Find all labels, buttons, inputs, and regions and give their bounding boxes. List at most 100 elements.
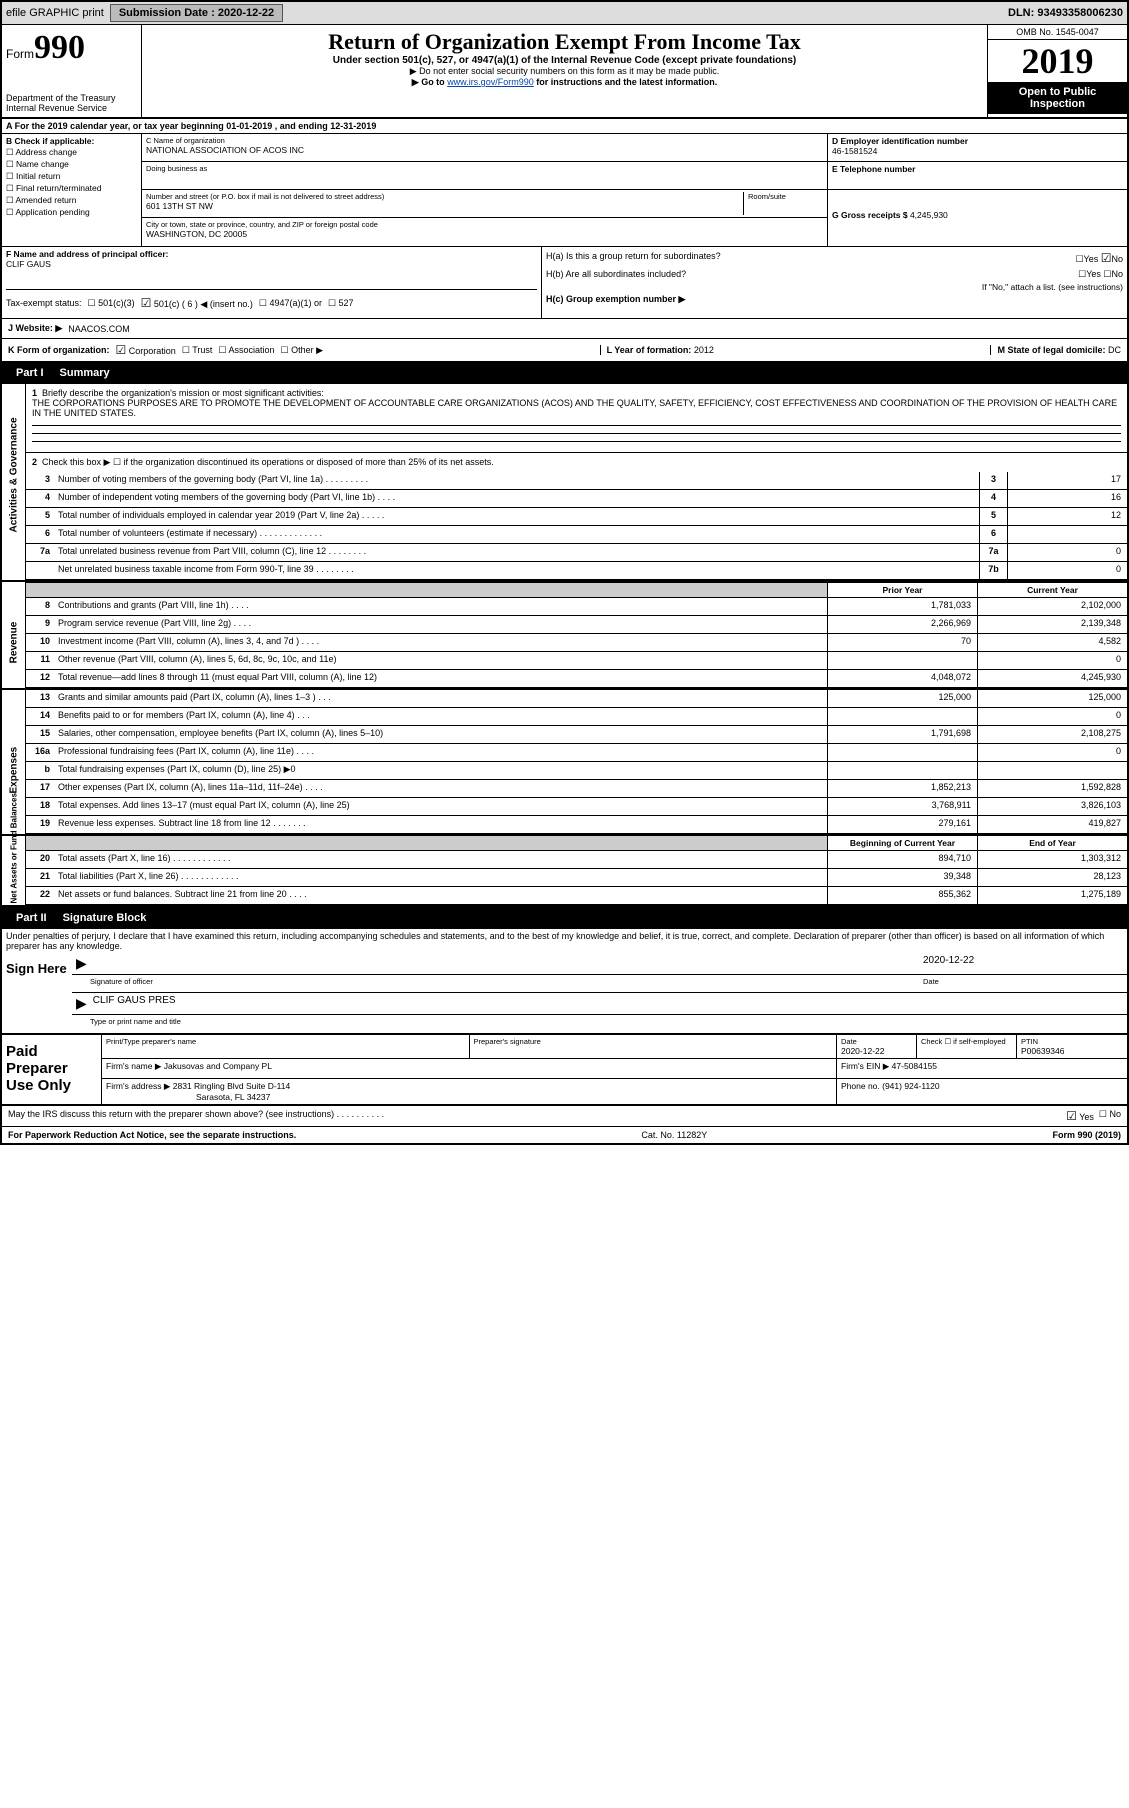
tax-year: 2019 (988, 40, 1127, 82)
fin-row: 19Revenue less expenses. Subtract line 1… (26, 816, 1127, 834)
section-net-assets: Net Assets or Fund Balances Beginning of… (2, 836, 1127, 907)
omb-number: OMB No. 1545-0047 (988, 25, 1127, 40)
gross-receipts: 4,245,930 (910, 210, 948, 220)
dept-treasury: Department of the Treasury (6, 93, 137, 103)
summary-row: 6Total number of volunteers (estimate if… (26, 526, 1127, 544)
subtitle-3: ▶ Go to www.irs.gov/Form990 for instruct… (148, 77, 981, 88)
prior-year-hdr: Prior Year (827, 583, 977, 597)
fin-row: 20Total assets (Part X, line 16) . . . .… (26, 851, 1127, 869)
tax-status-label: Tax-exempt status: (6, 298, 82, 308)
vert-ag: Activities & Governance (8, 487, 19, 533)
fin-row: 22Net assets or fund balances. Subtract … (26, 887, 1127, 905)
block-b-to-g: B Check if applicable: ☐ Address change … (2, 134, 1127, 247)
part-2-header: Part II Signature Block (2, 907, 1127, 929)
fin-row: 9Program service revenue (Part VIII, lin… (26, 616, 1127, 634)
cb-501c3[interactable]: ☐ 501(c)(3) (88, 298, 135, 309)
website-url: NAACOS.COM (68, 324, 130, 334)
line-a: A For the 2019 calendar year, or tax yea… (2, 119, 1127, 134)
org-name: NATIONAL ASSOCIATION OF ACOS INC (146, 145, 823, 155)
cb-assoc[interactable]: ☐ Association (218, 345, 274, 356)
discuss-no[interactable]: ☐ No (1099, 1109, 1121, 1123)
cb-initial-return[interactable]: ☐ Initial return (6, 171, 137, 182)
header-right: OMB No. 1545-0047 2019 Open to Public In… (987, 25, 1127, 117)
discuss-row: May the IRS discuss this return with the… (2, 1106, 1127, 1127)
sign-date: 2020-12-22 (923, 955, 1123, 972)
ha-yes[interactable]: ☐Yes (1075, 254, 1098, 264)
form-title: Return of Organization Exempt From Incom… (148, 29, 981, 55)
cb-corp[interactable]: ☑ Corporation (116, 343, 176, 357)
col-f-officer: F Name and address of principal officer:… (2, 247, 542, 318)
fin-row: 15Salaries, other compensation, employee… (26, 726, 1127, 744)
section-revenue: Revenue Prior Year Current Year 8Contrib… (2, 582, 1127, 690)
fin-row: 14Benefits paid to or for members (Part … (26, 708, 1127, 726)
header-mid: Return of Organization Exempt From Incom… (142, 25, 987, 117)
hb-no[interactable]: ☐No (1103, 269, 1123, 279)
irs-label: Internal Revenue Service (6, 103, 137, 113)
firm-addr2: Sarasota, FL 34237 (106, 1092, 270, 1102)
hb-yes[interactable]: ☐Yes (1078, 269, 1101, 279)
irs-link[interactable]: www.irs.gov/Form990 (447, 77, 534, 87)
page-footer: For Paperwork Reduction Act Notice, see … (2, 1127, 1127, 1143)
cb-final-return[interactable]: ☐ Final return/terminated (6, 183, 137, 194)
block-f-h: F Name and address of principal officer:… (2, 247, 1127, 319)
summary-row: 7aTotal unrelated business revenue from … (26, 544, 1127, 562)
cb-amended[interactable]: ☐ Amended return (6, 195, 137, 206)
open-inspection: Open to Public Inspection (988, 82, 1127, 114)
fin-row: bTotal fundraising expenses (Part IX, co… (26, 762, 1127, 780)
summary-row: Net unrelated business taxable income fr… (26, 562, 1127, 580)
fin-row: 17Other expenses (Part IX, column (A), l… (26, 780, 1127, 798)
section-activities-governance: Activities & Governance 1 Briefly descri… (2, 384, 1127, 582)
year-formation: 2012 (694, 345, 714, 355)
fin-row: 13Grants and similar amounts paid (Part … (26, 690, 1127, 708)
part-1-header: Part I Summary (2, 362, 1127, 384)
discuss-yes[interactable]: ☑ Yes (1066, 1109, 1094, 1123)
fin-row: 10Investment income (Part VIII, column (… (26, 634, 1127, 652)
col-d-to-g: D Employer identification number 46-1581… (827, 134, 1127, 246)
fin-row: 18Total expenses. Add lines 13–17 (must … (26, 798, 1127, 816)
efile-label: efile GRAPHIC print (6, 7, 104, 19)
mission-text: THE CORPORATIONS PURPOSES ARE TO PROMOTE… (32, 398, 1117, 418)
firm-phone: (941) 924-1120 (882, 1081, 940, 1091)
city-state-zip: WASHINGTON, DC 20005 (146, 229, 823, 239)
form-header: Form990 Department of the Treasury Inter… (2, 25, 1127, 119)
cb-trust[interactable]: ☐ Trust (182, 345, 213, 356)
fin-row: 8Contributions and grants (Part VIII, li… (26, 598, 1127, 616)
penalties-text: Under penalties of perjury, I declare th… (2, 929, 1127, 953)
cb-527[interactable]: ☐ 527 (328, 298, 354, 309)
street-address: 601 13TH ST NW (146, 201, 743, 211)
col-b-checkboxes: B Check if applicable: ☐ Address change … (2, 134, 142, 246)
dln: DLN: 93493358006230 (1008, 7, 1123, 19)
current-year-hdr: Current Year (977, 583, 1127, 597)
top-toolbar: efile GRAPHIC print Submission Date : 20… (2, 2, 1127, 25)
ptin: P00639346 (1021, 1046, 1065, 1056)
subtitle-2: ▶ Do not enter social security numbers o… (148, 66, 981, 77)
vert-rev: Revenue (8, 620, 19, 666)
fin-row: 16aProfessional fundraising fees (Part I… (26, 744, 1127, 762)
line-k: K Form of organization: ☑ Corporation ☐ … (2, 339, 1127, 362)
cb-self-employed[interactable]: Check ☐ if self-employed (921, 1037, 1012, 1046)
subtitle-1: Under section 501(c), 527, or 4947(a)(1)… (148, 55, 981, 66)
cb-4947[interactable]: ☐ 4947(a)(1) or (259, 298, 322, 309)
cb-name-change[interactable]: ☐ Name change (6, 159, 137, 170)
vert-exp: Expenses (8, 748, 19, 794)
officer-name: CLIF GAUS (6, 259, 51, 269)
form-990-page: efile GRAPHIC print Submission Date : 20… (0, 0, 1129, 1145)
cb-501c[interactable]: ☑ 501(c) ( 6 ) ◀ (insert no.) (141, 296, 253, 310)
begin-year-hdr: Beginning of Current Year (827, 836, 977, 850)
submission-date-btn[interactable]: Submission Date : 2020-12-22 (110, 4, 283, 22)
col-c-org: C Name of organization NATIONAL ASSOCIAT… (142, 134, 827, 246)
end-year-hdr: End of Year (977, 836, 1127, 850)
firm-ein: 47-5084155 (892, 1061, 937, 1071)
firm-name: Jakusovas and Company PL (164, 1061, 272, 1071)
vert-nab: Net Assets or Fund Balances (9, 858, 18, 904)
officer-name-print: CLIF GAUS PRES (93, 995, 1123, 1012)
cb-application-pending[interactable]: ☐ Application pending (6, 207, 137, 218)
domicile-state: DC (1108, 345, 1121, 355)
fin-row: 12Total revenue—add lines 8 through 11 (… (26, 670, 1127, 688)
ha-no[interactable]: ☑No (1101, 254, 1123, 264)
line-j-website: J Website: ▶ NAACOS.COM (2, 319, 1127, 339)
cb-address-change[interactable]: ☐ Address change (6, 147, 137, 158)
fin-row: 11Other revenue (Part VIII, column (A), … (26, 652, 1127, 670)
fin-row: 21Total liabilities (Part X, line 26) . … (26, 869, 1127, 887)
cb-other[interactable]: ☐ Other ▶ (281, 345, 324, 356)
